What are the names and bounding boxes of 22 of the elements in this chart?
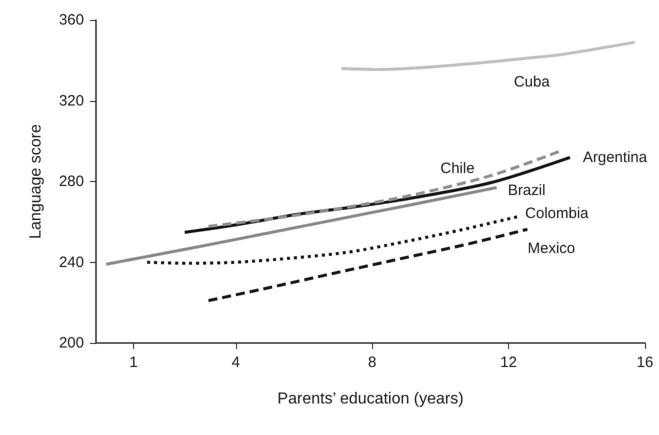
- x-tick-label: 8: [368, 354, 376, 371]
- line-series: [104, 186, 498, 266]
- x-axis-title: Parents’ education (years): [277, 390, 464, 408]
- y-tick-label: 240: [58, 254, 84, 271]
- line-series: [340, 40, 636, 71]
- y-tick-label: 200: [58, 334, 84, 352]
- line-series: [146, 214, 520, 265]
- x-tick-label: 16: [636, 354, 654, 371]
- series-label: Brazil: [508, 182, 546, 200]
- series-label: Mexico: [528, 240, 576, 257]
- series-label: Argentina: [582, 148, 648, 166]
- y-axis-title: Language score: [28, 124, 44, 239]
- y-tick-label: 360: [58, 12, 84, 28]
- x-tick-label: 4: [232, 354, 240, 371]
- y-tick-label: 280: [58, 173, 84, 190]
- series-label: Colombia: [525, 204, 590, 222]
- series-label: Chile: [440, 160, 475, 178]
- line-series: [207, 228, 529, 302]
- x-tick-label: 12: [500, 354, 517, 371]
- series-label: Cuba: [514, 74, 550, 91]
- y-tick-label: 320: [58, 92, 84, 110]
- x-tick-label: 1: [129, 354, 138, 371]
